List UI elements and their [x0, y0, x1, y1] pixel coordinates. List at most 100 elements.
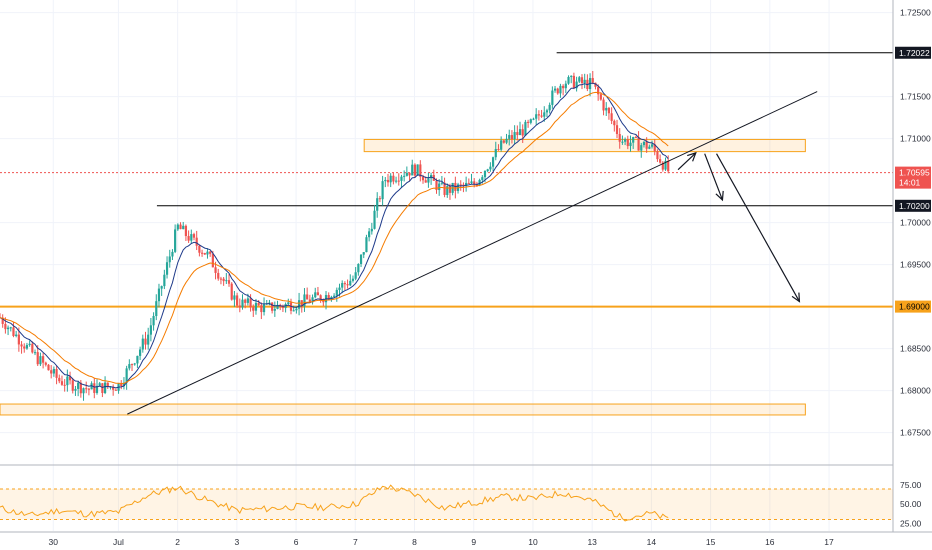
candle-body[interactable] [149, 325, 152, 335]
candle-body[interactable] [230, 283, 233, 300]
candle-body[interactable] [192, 234, 196, 238]
candle-body[interactable] [634, 137, 637, 139]
candle-body[interactable] [613, 120, 616, 126]
candle-body[interactable] [155, 301, 158, 317]
candle-body[interactable] [389, 175, 392, 183]
candle-body[interactable] [176, 224, 179, 230]
candle-body[interactable] [567, 76, 570, 84]
candle-body[interactable] [160, 286, 163, 289]
candle-body[interactable] [233, 295, 236, 300]
candle-body[interactable] [139, 349, 142, 356]
candle-body[interactable] [489, 166, 492, 170]
arrow-shaft[interactable] [704, 153, 724, 201]
candle-body[interactable] [368, 231, 371, 238]
candle-body[interactable] [209, 251, 212, 254]
candle-body[interactable] [648, 146, 651, 149]
candle-body[interactable] [292, 310, 295, 312]
candle-body[interactable] [203, 253, 206, 255]
candle-body[interactable] [521, 129, 524, 136]
candle-body[interactable] [535, 114, 538, 119]
candle-body[interactable] [206, 251, 209, 255]
candle-body[interactable] [17, 334, 20, 345]
candle-body[interactable] [650, 144, 654, 147]
candle-body[interactable] [378, 198, 382, 200]
candle-body[interactable] [152, 316, 155, 326]
candle-body[interactable] [36, 352, 39, 365]
candle-body[interactable] [645, 141, 648, 149]
candle-body[interactable] [109, 386, 112, 388]
candle-body[interactable] [478, 179, 481, 186]
arrow-shaft[interactable] [716, 153, 800, 302]
candles-layer[interactable] [0, 71, 670, 401]
candle-body[interactable] [583, 79, 586, 84]
candle-body[interactable] [271, 302, 274, 311]
candle-body[interactable] [314, 292, 317, 298]
candle-body[interactable] [599, 94, 602, 100]
candle-body[interactable] [370, 228, 373, 232]
candle-body[interactable] [225, 280, 228, 282]
supply-demand-zone[interactable] [0, 403, 806, 416]
price-axis[interactable]: 75.00 50.00 25.00 1.72500 1.71500 1.71000 1.70… [900, 8, 931, 529]
candle-body[interactable] [227, 280, 231, 284]
candle-body[interactable] [249, 298, 252, 308]
candle-body[interactable] [273, 308, 276, 311]
candle-body[interactable] [106, 382, 109, 387]
candle-body[interactable] [392, 175, 395, 182]
candle-body[interactable] [297, 300, 301, 309]
candle-body[interactable] [605, 107, 608, 111]
candle-body[interactable] [174, 229, 177, 252]
candle-body[interactable] [322, 300, 325, 303]
candle-body[interactable] [74, 388, 77, 391]
candle-body[interactable] [182, 225, 185, 230]
candle-body[interactable] [211, 253, 214, 268]
candle-body[interactable] [513, 132, 516, 140]
candle-body[interactable] [52, 368, 55, 374]
candle-body[interactable] [491, 157, 495, 167]
candle-body[interactable] [136, 355, 139, 364]
candle-body[interactable] [381, 181, 384, 200]
candle-body[interactable] [640, 145, 643, 151]
candle-body[interactable] [413, 164, 417, 176]
candle-body[interactable] [198, 245, 201, 253]
candle-body[interactable] [303, 294, 306, 307]
candle-body[interactable] [128, 364, 131, 369]
candle-body[interactable] [591, 78, 594, 83]
candle-body[interactable] [93, 383, 96, 393]
candle-body[interactable] [66, 376, 69, 386]
candle-body[interactable] [575, 81, 578, 89]
candle-body[interactable] [440, 182, 443, 184]
candle-body[interactable] [133, 363, 136, 365]
candle-body[interactable] [537, 114, 540, 116]
candle-body[interactable] [219, 278, 223, 280]
candle-body[interactable] [190, 234, 193, 241]
candle-body[interactable] [311, 297, 314, 303]
candle-body[interactable] [653, 144, 656, 152]
candle-body[interactable] [71, 380, 74, 391]
candle-body[interactable] [327, 295, 330, 300]
candle-body[interactable] [187, 236, 190, 241]
candle-body[interactable] [50, 370, 53, 374]
candle-body[interactable] [556, 88, 559, 94]
candle-body[interactable] [257, 302, 260, 306]
candle-body[interactable] [179, 224, 182, 230]
candle-body[interactable] [408, 172, 411, 176]
candle-body[interactable] [562, 85, 565, 89]
candle-body[interactable] [629, 142, 632, 147]
candle-body[interactable] [319, 295, 322, 301]
candle-body[interactable] [527, 121, 530, 123]
candle-body[interactable] [373, 210, 376, 229]
candle-body[interactable] [551, 90, 554, 105]
candle-body[interactable] [60, 381, 64, 385]
candle-body[interactable] [505, 138, 508, 143]
candle-body[interactable] [448, 186, 452, 193]
candle-body[interactable] [570, 75, 573, 77]
candle-body[interactable] [500, 140, 503, 150]
candle-body[interactable] [529, 119, 532, 123]
candle-body[interactable] [618, 134, 621, 142]
candle-body[interactable] [244, 299, 247, 303]
candle-body[interactable] [141, 338, 144, 350]
candle-body[interactable] [6, 327, 10, 330]
candle-body[interactable] [397, 180, 400, 182]
candle-body[interactable] [195, 237, 198, 246]
